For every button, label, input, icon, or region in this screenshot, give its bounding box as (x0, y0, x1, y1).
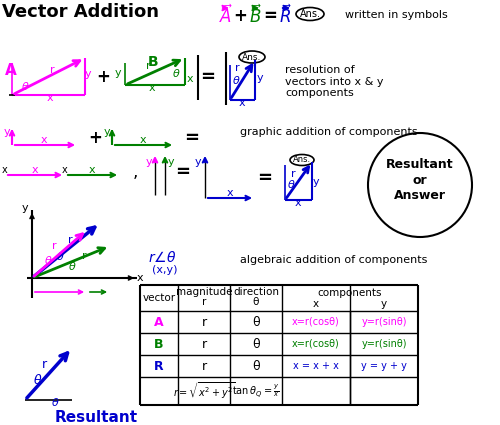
Text: r: r (290, 169, 296, 179)
Text: y: y (4, 127, 10, 137)
Text: (x,y): (x,y) (152, 265, 178, 275)
Text: x: x (32, 165, 38, 175)
Text: =: = (263, 7, 277, 25)
Text: y: y (104, 127, 110, 137)
Text: Resultant: Resultant (55, 411, 138, 425)
Text: +: + (88, 129, 102, 147)
Text: B: B (148, 55, 158, 69)
Text: A: A (5, 62, 17, 77)
Text: r: r (50, 65, 54, 75)
Text: θ: θ (252, 360, 260, 372)
Text: =: = (200, 68, 216, 86)
Text: x: x (186, 74, 194, 84)
Text: y: y (381, 299, 387, 309)
Text: Resultant
or
Answer: Resultant or Answer (386, 159, 454, 201)
Text: y=r(sinθ): y=r(sinθ) (361, 339, 407, 349)
Text: y: y (194, 157, 202, 167)
Text: x: x (136, 273, 143, 283)
Text: y = y + y: y = y + y (361, 361, 407, 371)
Text: y: y (312, 177, 320, 187)
Text: vector: vector (142, 293, 176, 303)
Text: x: x (294, 198, 302, 208)
Text: r: r (146, 61, 150, 71)
Text: $\vec{A}$: $\vec{A}$ (219, 5, 233, 27)
Text: Ans.: Ans. (242, 53, 262, 62)
Text: +: + (96, 68, 110, 86)
Text: Vector Addition: Vector Addition (2, 3, 159, 21)
Text: x: x (40, 135, 48, 145)
Text: components: components (318, 288, 382, 298)
Text: r: r (202, 337, 206, 351)
Text: =: = (176, 163, 190, 181)
Text: r: r (202, 315, 206, 329)
Text: $r\angle\theta$: $r\angle\theta$ (148, 249, 176, 264)
Text: x=r(cosθ): x=r(cosθ) (292, 317, 340, 327)
Text: algebraic addition of components: algebraic addition of components (240, 255, 428, 265)
Text: x: x (46, 93, 54, 103)
Text: B: B (154, 337, 164, 351)
Text: $\theta$: $\theta$ (44, 254, 52, 266)
Text: x: x (226, 188, 234, 198)
Text: $\theta$: $\theta$ (20, 80, 30, 92)
Text: $\theta$: $\theta$ (34, 373, 42, 387)
Text: ,: , (132, 163, 138, 181)
Text: $\theta$: $\theta$ (172, 67, 180, 79)
Text: Ans.: Ans. (293, 156, 311, 164)
Text: $\tan\theta_Q=\frac{y}{x}$: $\tan\theta_Q=\frac{y}{x}$ (232, 382, 280, 399)
Text: resolution of
vectors into x & y
components: resolution of vectors into x & y compone… (285, 65, 384, 98)
Text: $r=\sqrt{x^2+y^2}$: $r=\sqrt{x^2+y^2}$ (173, 381, 235, 401)
Text: r: r (82, 251, 86, 261)
Text: x: x (148, 83, 156, 93)
Text: magnitude: magnitude (176, 287, 232, 297)
Text: x: x (140, 135, 146, 145)
Text: A: A (154, 315, 164, 329)
Text: r: r (68, 235, 72, 245)
Text: x=r(cosθ): x=r(cosθ) (292, 339, 340, 349)
Text: x = x + x: x = x + x (293, 361, 339, 371)
Text: $\vec{R}$: $\vec{R}$ (280, 5, 292, 27)
Text: $\theta$: $\theta$ (286, 178, 296, 190)
Text: r: r (202, 360, 206, 372)
Text: R: R (154, 360, 164, 372)
Text: y: y (22, 203, 29, 213)
Text: =: = (258, 169, 272, 187)
Text: x: x (238, 98, 246, 108)
Text: r: r (202, 297, 206, 307)
Text: y: y (168, 157, 174, 167)
Text: θ: θ (252, 315, 260, 329)
Text: Ans.: Ans. (300, 9, 320, 19)
Text: $\theta$: $\theta$ (232, 74, 240, 86)
Text: graphic addition of components: graphic addition of components (240, 127, 418, 137)
Text: y: y (146, 157, 152, 167)
Text: $\theta$: $\theta$ (56, 250, 64, 262)
Text: x: x (2, 165, 8, 175)
Text: written in symbols: written in symbols (345, 10, 448, 20)
Text: =: = (184, 129, 200, 147)
Text: x: x (313, 299, 319, 309)
Text: $\vec{B}$: $\vec{B}$ (250, 5, 262, 27)
Text: y: y (84, 69, 91, 79)
Text: y=r(sinθ): y=r(sinθ) (361, 317, 407, 327)
Text: direction: direction (233, 287, 279, 297)
Text: $\theta$: $\theta$ (50, 396, 59, 408)
Text: θ: θ (252, 337, 260, 351)
Text: x: x (88, 165, 96, 175)
Text: r: r (52, 241, 57, 251)
Text: y: y (256, 73, 264, 83)
Text: r: r (42, 359, 46, 371)
Text: θ: θ (253, 297, 259, 307)
Text: y: y (114, 68, 121, 78)
Text: +: + (233, 7, 247, 25)
Text: x: x (62, 165, 68, 175)
Text: $\theta$: $\theta$ (68, 260, 76, 272)
Text: r: r (234, 63, 240, 73)
